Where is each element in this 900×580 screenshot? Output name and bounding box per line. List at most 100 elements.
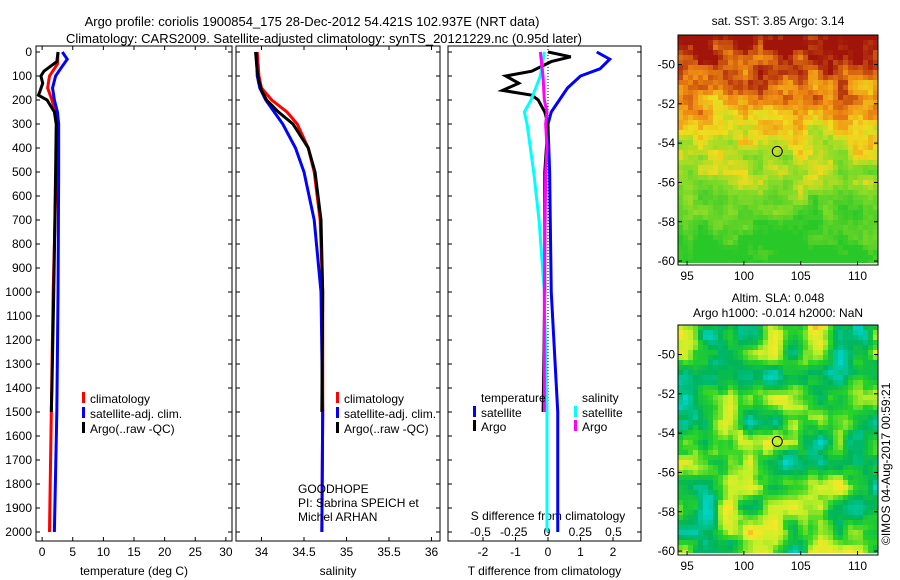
map-cell (693, 410, 698, 415)
map-cell (828, 465, 833, 470)
y-tick-label: -50 (658, 347, 676, 361)
map-cell (728, 460, 733, 465)
map-cell (768, 105, 773, 110)
map-cell (733, 225, 738, 230)
map-cell (848, 430, 853, 435)
map-cell (798, 520, 803, 525)
map-cell (823, 120, 828, 125)
map-cell (818, 345, 823, 350)
map-cell (828, 80, 833, 85)
map-subtitle: Argo h1000: -0.014 h2000: NaN (693, 306, 863, 320)
map-cell (848, 325, 853, 330)
map-cell (753, 435, 758, 440)
map-cell (723, 155, 728, 160)
map-cell (773, 200, 778, 205)
map-cell (868, 125, 873, 130)
map-cell (708, 200, 713, 205)
map-cell (808, 355, 813, 360)
map-cell (778, 550, 783, 554)
map-cell (778, 445, 783, 450)
map-cell (848, 445, 853, 450)
map-cell (688, 425, 693, 430)
map-cell (693, 425, 698, 430)
map-cell (683, 355, 688, 360)
map-cell (748, 190, 753, 195)
map-cell (863, 380, 868, 385)
map-cell (748, 460, 753, 465)
map-cell (853, 380, 858, 385)
map-cell (748, 65, 753, 70)
map-cell (848, 155, 853, 160)
map-cell (813, 155, 818, 160)
map-cell (708, 235, 713, 240)
map-cell (838, 505, 843, 510)
map-cell (783, 405, 788, 410)
map-cell (693, 360, 698, 365)
map-cell (798, 60, 803, 65)
map-cell (743, 500, 748, 505)
map-cell (858, 50, 863, 55)
map-cell (833, 175, 838, 180)
map-cell (843, 160, 848, 165)
map-cell (768, 90, 773, 95)
map-cell (843, 115, 848, 120)
map-cell (718, 515, 723, 520)
map-cell (813, 230, 818, 235)
map-cell (768, 250, 773, 255)
map-cell (803, 365, 808, 370)
map-cell (678, 430, 683, 435)
map-cell (713, 35, 718, 40)
map-cell (758, 345, 763, 350)
map-cell (738, 500, 743, 505)
map-cell (788, 240, 793, 245)
map-cell (773, 520, 778, 525)
map-cell (718, 510, 723, 515)
map-cell (733, 245, 738, 250)
map-cell (863, 495, 868, 500)
map-cell (718, 110, 723, 115)
map-cell (753, 395, 758, 400)
map-cell (863, 325, 868, 330)
map-cell (753, 490, 758, 495)
map-cell (708, 385, 713, 390)
y-tick-label: -52 (658, 387, 676, 401)
map-cell (763, 375, 768, 380)
map-cell (743, 205, 748, 210)
map-cell (748, 520, 753, 525)
x-tick-label: 34 (255, 545, 269, 559)
y-tick-label: 1800 (5, 477, 32, 491)
map-cell (743, 420, 748, 425)
map-cell (793, 425, 798, 430)
map-cell (733, 355, 738, 360)
map-cell (773, 450, 778, 455)
map-cell (873, 420, 878, 425)
map-cell (678, 330, 683, 335)
map-cell (748, 400, 753, 405)
map-cell (688, 175, 693, 180)
map-cell (778, 125, 783, 130)
map-cell (768, 350, 773, 355)
map-cell (683, 450, 688, 455)
map-cell (798, 250, 803, 255)
map-cell (773, 130, 778, 135)
map-cell (823, 225, 828, 230)
map-cell (863, 175, 868, 180)
map-cell (693, 140, 698, 145)
map-cell (698, 325, 703, 330)
map-cell (868, 230, 873, 235)
map-cell (773, 360, 778, 365)
map-cell (708, 175, 713, 180)
map-cell (788, 500, 793, 505)
map-cell (683, 420, 688, 425)
map-cell (723, 60, 728, 65)
map-cell (763, 255, 768, 260)
map-cell (678, 485, 683, 490)
map-cell (868, 365, 873, 370)
map-cell (738, 410, 743, 415)
map-cell (758, 240, 763, 245)
map-cell (773, 460, 778, 465)
map-cell (768, 415, 773, 420)
map-cell (843, 355, 848, 360)
map-cell (788, 105, 793, 110)
map-cell (803, 125, 808, 130)
